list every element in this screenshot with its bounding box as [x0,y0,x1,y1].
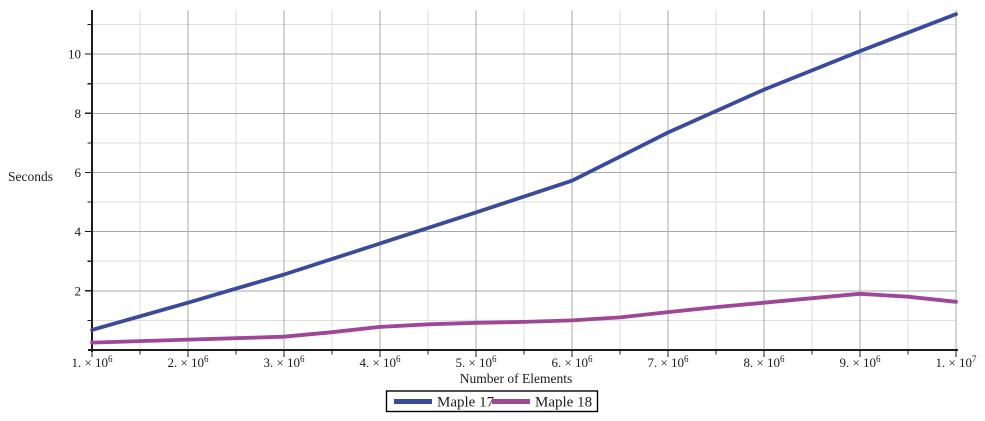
x-axis-title: Number of Elements [459,371,573,386]
y-axis-title: Seconds [8,169,53,184]
x-tick-label: 2. × 106 [167,354,209,370]
legend: Maple 17 Maple 18 [385,390,599,413]
x-tick-labels: 1. × 106 2. × 106 3. × 106 4. × 106 5. × 106… [71,354,977,370]
y-tick-label: 8 [75,106,82,121]
tick-marks [85,23,957,357]
legend-label-maple-17: Maple 17 [437,395,495,411]
legend-label-maple-18: Maple 18 [535,395,592,411]
x-tick-label: 5. × 106 [455,354,497,370]
x-tick-label: 4. × 106 [359,354,401,370]
gridlines-minor [92,10,956,350]
x-tick-label: 6. × 106 [551,354,593,370]
x-tick-label: 9. × 106 [839,354,881,370]
x-tick-label: 1. × 107 [935,354,977,370]
y-tick-labels: 2 4 6 8 10 [68,47,82,299]
axes [88,10,958,352]
y-tick-label: 2 [75,283,82,298]
x-tick-label: 8. × 106 [743,354,785,370]
x-tick-label: 7. × 106 [647,354,689,370]
x-tick-label: 1. × 106 [71,354,113,370]
y-tick-label: 10 [68,47,81,62]
data-series [90,12,958,345]
series-line-maple-17 [90,12,958,332]
x-tick-label: 3. × 106 [263,354,305,370]
series-line-maple-18 [90,291,958,345]
y-tick-label: 6 [75,165,82,180]
y-tick-label: 4 [75,224,82,239]
